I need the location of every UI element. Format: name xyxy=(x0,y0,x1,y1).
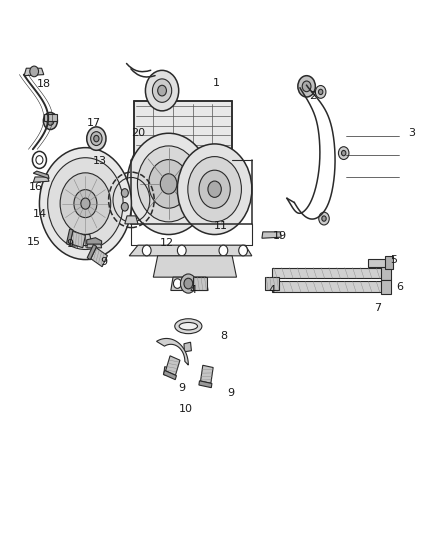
Circle shape xyxy=(177,245,186,256)
Circle shape xyxy=(81,198,90,209)
Text: 14: 14 xyxy=(33,209,47,219)
Circle shape xyxy=(298,76,315,97)
Text: 7: 7 xyxy=(374,303,381,313)
Circle shape xyxy=(318,89,323,94)
Circle shape xyxy=(184,278,193,289)
Circle shape xyxy=(158,85,166,96)
Polygon shape xyxy=(199,381,212,387)
Polygon shape xyxy=(91,248,107,266)
Polygon shape xyxy=(70,231,85,248)
Polygon shape xyxy=(87,244,102,248)
Circle shape xyxy=(87,127,106,150)
Text: 8: 8 xyxy=(220,331,227,341)
Polygon shape xyxy=(265,277,279,290)
Circle shape xyxy=(121,203,128,211)
Circle shape xyxy=(145,70,179,111)
Circle shape xyxy=(315,85,326,98)
Polygon shape xyxy=(87,245,96,260)
Polygon shape xyxy=(156,338,188,365)
Circle shape xyxy=(339,147,349,159)
Text: 4: 4 xyxy=(189,286,196,295)
Polygon shape xyxy=(272,281,385,292)
Circle shape xyxy=(173,279,181,288)
Text: 4: 4 xyxy=(268,286,275,295)
Circle shape xyxy=(177,144,252,235)
Polygon shape xyxy=(193,277,207,290)
Circle shape xyxy=(180,274,196,293)
Polygon shape xyxy=(166,356,180,375)
Polygon shape xyxy=(262,232,281,238)
Circle shape xyxy=(127,133,210,235)
Ellipse shape xyxy=(175,319,202,334)
Circle shape xyxy=(121,189,128,197)
Circle shape xyxy=(160,174,177,194)
Circle shape xyxy=(342,150,346,156)
Circle shape xyxy=(148,159,189,208)
Text: 11: 11 xyxy=(214,221,228,231)
Circle shape xyxy=(142,245,151,256)
Text: 2: 2 xyxy=(310,91,317,101)
Text: 9: 9 xyxy=(100,257,107,267)
Circle shape xyxy=(322,216,326,221)
Circle shape xyxy=(94,135,99,142)
Text: 18: 18 xyxy=(37,79,51,88)
Polygon shape xyxy=(272,268,385,278)
Circle shape xyxy=(319,212,329,225)
Polygon shape xyxy=(70,235,92,246)
Polygon shape xyxy=(134,101,232,160)
Text: 9: 9 xyxy=(178,383,185,393)
Circle shape xyxy=(48,158,123,249)
Text: 20: 20 xyxy=(131,128,145,138)
Polygon shape xyxy=(385,256,393,269)
Polygon shape xyxy=(368,259,391,266)
Polygon shape xyxy=(184,342,191,352)
Polygon shape xyxy=(33,177,49,182)
Polygon shape xyxy=(67,229,73,245)
Circle shape xyxy=(91,132,102,146)
Polygon shape xyxy=(171,277,208,290)
Polygon shape xyxy=(164,367,171,376)
Circle shape xyxy=(208,181,221,197)
Polygon shape xyxy=(381,266,391,280)
Text: 13: 13 xyxy=(93,156,107,166)
Polygon shape xyxy=(163,370,177,379)
Polygon shape xyxy=(24,68,44,76)
Text: 17: 17 xyxy=(87,118,101,127)
Circle shape xyxy=(47,117,54,125)
Circle shape xyxy=(152,79,172,102)
Polygon shape xyxy=(201,365,213,383)
Text: 1: 1 xyxy=(213,78,220,87)
Circle shape xyxy=(239,245,247,256)
Polygon shape xyxy=(381,280,391,294)
Text: 19: 19 xyxy=(273,231,287,240)
Circle shape xyxy=(195,279,203,288)
Circle shape xyxy=(43,112,57,130)
Ellipse shape xyxy=(179,322,198,330)
Circle shape xyxy=(302,81,311,92)
Text: 6: 6 xyxy=(396,282,403,292)
Polygon shape xyxy=(33,171,49,179)
Polygon shape xyxy=(153,256,237,277)
Text: 12: 12 xyxy=(160,238,174,248)
Circle shape xyxy=(138,146,200,222)
Text: 5: 5 xyxy=(390,255,397,265)
Text: 9: 9 xyxy=(228,389,235,398)
Text: 16: 16 xyxy=(29,182,43,191)
Text: 10: 10 xyxy=(179,405,193,414)
Text: 15: 15 xyxy=(27,237,41,247)
Polygon shape xyxy=(125,216,138,224)
Circle shape xyxy=(39,148,131,260)
Polygon shape xyxy=(44,114,57,121)
Polygon shape xyxy=(87,238,102,244)
Circle shape xyxy=(219,245,228,256)
Circle shape xyxy=(199,170,230,208)
Circle shape xyxy=(60,173,111,235)
Text: 9: 9 xyxy=(67,239,74,248)
Text: 3: 3 xyxy=(408,128,415,138)
Polygon shape xyxy=(129,245,252,256)
Circle shape xyxy=(30,66,39,77)
Circle shape xyxy=(74,190,97,217)
Circle shape xyxy=(188,157,241,222)
